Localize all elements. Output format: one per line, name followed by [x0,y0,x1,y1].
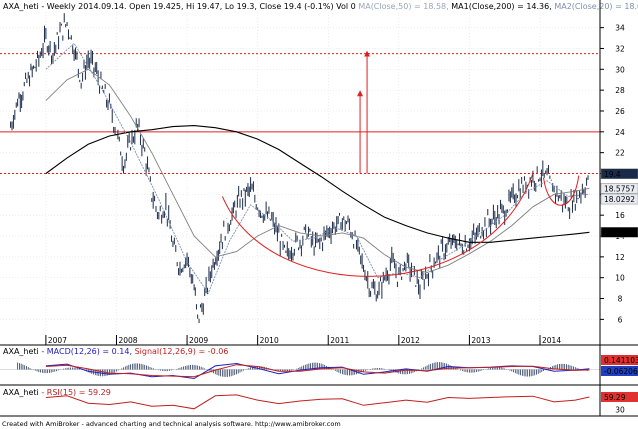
horizontal-levels [0,53,600,174]
macd-header-macd: - MACD(12,26) = 0.14, [39,347,132,356]
chart-header: AXA_heti - Weekly 2014.09.14. Open 19.42… [3,2,638,11]
y-tick-label-28: 28 [615,86,625,95]
ma-line-1 [45,68,590,273]
price-tag-ma200: 14.3592 [604,228,635,237]
y-tick-label-10: 10 [615,274,625,283]
price-tag-ma20: 18.0292 [604,195,635,204]
rsi-y-tick-30: 30 [615,406,625,415]
footer-text: Created with AmiBroker - advanced charti… [2,420,341,428]
cup-annotations [221,50,580,277]
y-tick-label-22: 22 [615,149,625,158]
macd-tag: 0.141103 [604,356,638,365]
signal-tag-bg [601,366,638,376]
price-tag-ma50: 18.5757 [604,184,635,193]
x-tick-label-2012: 2012 [401,336,420,345]
ma-line-2 [45,125,590,243]
macd-tag-bg [601,355,638,365]
time-x-axis: 2007 2008 2009 2010 2011 2012 2013 2014 [45,335,561,345]
x-tick-label-2011: 2011 [330,336,349,345]
x-tick-label-2010: 2010 [260,336,279,345]
rsi-pane: 30 59.29 [45,391,638,415]
signal-line [45,364,590,378]
rsi-tag: 59.29 [604,393,626,402]
signal-tag: -0.06206 [604,367,638,376]
y-tick-label-32: 32 [615,44,625,53]
rsi-tag-bg [601,391,638,402]
header-ma200: MA1(Close,200) = 14.36, [449,2,552,11]
y-tick-label-12: 12 [615,253,625,262]
x-tick-label-2009: 2009 [189,336,208,345]
macd-header-signal: Signal(12,26,9) = -0.06 [132,347,228,356]
price-pane [0,0,600,337]
header-info: - Weekly 2014.09.14. Open 19.425, Hi 19.… [39,2,359,11]
rsi-header: AXA_heti - RSI(15) = 59.29 [3,388,111,397]
price-tag-bg-ma200 [600,227,638,238]
cup_arc-2 [221,173,534,277]
x-tick-label-2013: 2013 [471,336,490,345]
y-tick-label-6: 6 [618,315,623,324]
x-tick-label-2014: 2014 [542,336,561,345]
macd-pane: 0.141103 -0.06206 [0,355,638,380]
rsi-header-value: - RSI(15) = 59.29 [39,388,111,397]
moving-averages [45,42,590,295]
price-tag-bg-close [600,168,638,180]
y-tick-label-8: 8 [618,295,623,304]
x-tick-label-2008: 2008 [118,336,137,345]
y-tick-label-24: 24 [615,128,625,137]
price-tag-close: 19.4 [604,170,621,179]
price-tag-bg-ma20 [600,193,638,205]
x-tick-label-2007: 2007 [48,336,67,345]
y-tick-label-30: 30 [615,65,625,74]
header-ma20: MA2(Close,20) = 18.03 [552,2,638,11]
header-ma50: MA(Close,50) = 18.58, [358,2,448,11]
handle_arc-3 [543,175,580,206]
y-tick-label-34: 34 [615,24,625,33]
price-tag-bg-ma50 [600,183,638,194]
macd-header: AXA_heti - MACD(12,26) = 0.14, Signal(12… [3,347,228,356]
y-tick-label-16: 16 [615,211,625,220]
rsi-header-symbol: AXA_heti [3,388,39,397]
macd-header-symbol: AXA_heti [3,347,39,356]
y-tick-label-26: 26 [615,107,625,116]
ma-line-3 [45,42,590,295]
header-symbol: AXA_heti [3,2,39,11]
rsi-line [45,394,590,410]
price-labels: 19.4 18.5757 18.0292 14.3592 [600,168,638,238]
